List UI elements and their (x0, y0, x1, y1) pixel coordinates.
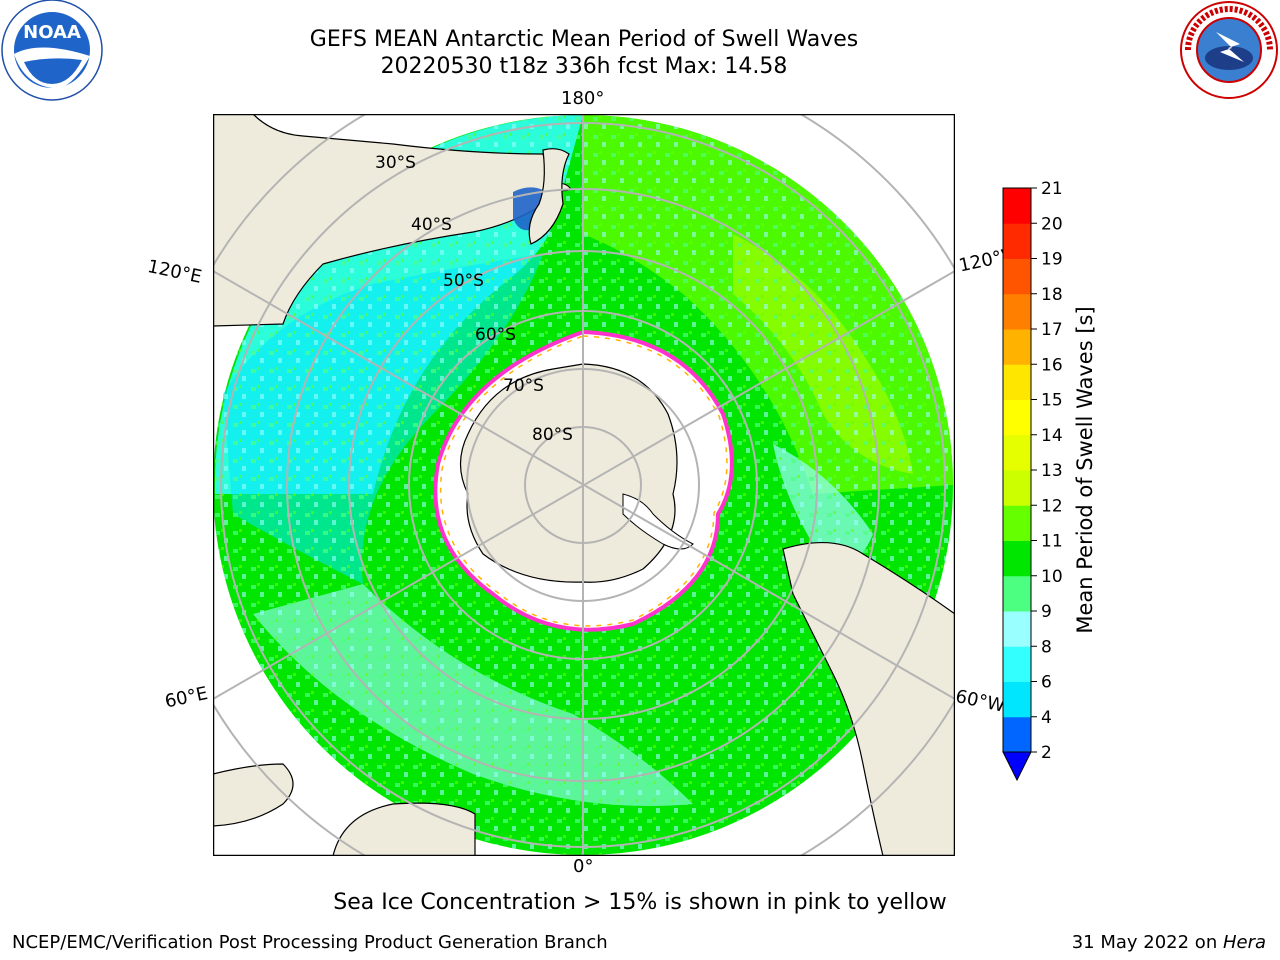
colorbar-tick-label: 17 (1041, 320, 1063, 340)
colorbar-segment (1003, 258, 1031, 295)
colorbar-segment (1003, 505, 1031, 541)
colorbar-tick-label: 12 (1041, 496, 1063, 516)
colorbar-tick-label: 21 (1041, 180, 1063, 199)
colorbar-tick-label: 11 (1041, 532, 1063, 552)
colorbar-segment (1003, 646, 1031, 682)
colorbar-tick-label: 15 (1041, 391, 1063, 411)
madagascar-land (213, 763, 294, 827)
colorbar-segment (1003, 223, 1031, 259)
colorbar-tick-label: 8 (1041, 637, 1052, 657)
chart-subtitle: 20220530 t18z 336h fcst Max: 14.58 (380, 54, 788, 79)
lat-label-60s: 60°S (475, 325, 516, 345)
colorbar: 2 4 6 8 9 10 11 12 13 14 15 16 17 18 19 20 21 (1002, 180, 1063, 782)
colorbar-tick-label: 4 (1041, 708, 1052, 728)
footer-machine: Hera (1222, 932, 1266, 953)
colorbar-segment (1003, 293, 1031, 330)
colorbar-segment (1003, 399, 1031, 436)
colorbar-segment (1003, 434, 1031, 471)
lat-label-40s: 40°S (411, 215, 452, 235)
colorbar-tick-label: 18 (1041, 285, 1063, 305)
colorbar-segment (1003, 540, 1031, 577)
colorbar-segment (1003, 681, 1031, 718)
lon-label-120e: 120°E (145, 256, 204, 288)
footer-date: 31 May 2022 on Hera (1071, 932, 1266, 953)
south-america-land (782, 542, 955, 856)
colorbar-tick-label: 20 (1041, 214, 1063, 234)
ice-note: Sea Ice Concentration > 15% is shown in … (333, 890, 947, 915)
lon-label-0: 0° (573, 856, 594, 877)
noaa-logo-icon: NOAA (1, 0, 103, 101)
footer-credit: NCEP/EMC/Verification Post Processing Pr… (12, 932, 608, 953)
polar-map: 30°S 40°S 50°S 60°S 70°S 80°S (213, 114, 955, 856)
lon-label-60e: 60°E (163, 683, 210, 713)
colorbar-segment (1003, 575, 1031, 612)
nws-logo-icon (1180, 1, 1278, 99)
sea-ice-edge-orange (439, 335, 728, 627)
lat-label-80s: 80°S (532, 425, 573, 445)
colorbar-extend-min (1002, 751, 1032, 782)
colorbar-segment (1003, 611, 1031, 647)
colorbar-tick-label: 9 (1041, 602, 1052, 622)
noaa-logo-text: NOAA (23, 22, 81, 43)
colorbar-tick-label: 14 (1041, 426, 1063, 446)
colorbar-tick-label: 13 (1041, 461, 1063, 481)
lat-label-30s: 30°S (375, 153, 416, 173)
lat-label-70s: 70°S (503, 376, 544, 396)
lat-label-50s: 50°S (443, 271, 484, 291)
colorbar-tick-label: 19 (1041, 250, 1063, 270)
colorbar-tick-label: 10 (1041, 567, 1063, 587)
colorbar-segment (1003, 716, 1031, 753)
graticule (213, 114, 955, 856)
chart-title: GEFS MEAN Antarctic Mean Period of Swell… (309, 27, 859, 52)
colorbar-tick-label: 2 (1041, 743, 1052, 763)
colorbar-segment (1003, 329, 1031, 365)
colorbar-tick-label: 16 (1041, 355, 1063, 375)
lon-label-180: 180° (561, 88, 605, 109)
colorbar-tick-label: 6 (1041, 673, 1052, 693)
new-zealand-land (528, 148, 570, 245)
colorbar-segment (1003, 470, 1031, 506)
map-border (213, 114, 955, 856)
colorbar-segment (1003, 364, 1031, 400)
colorbar-segment (1003, 188, 1031, 224)
